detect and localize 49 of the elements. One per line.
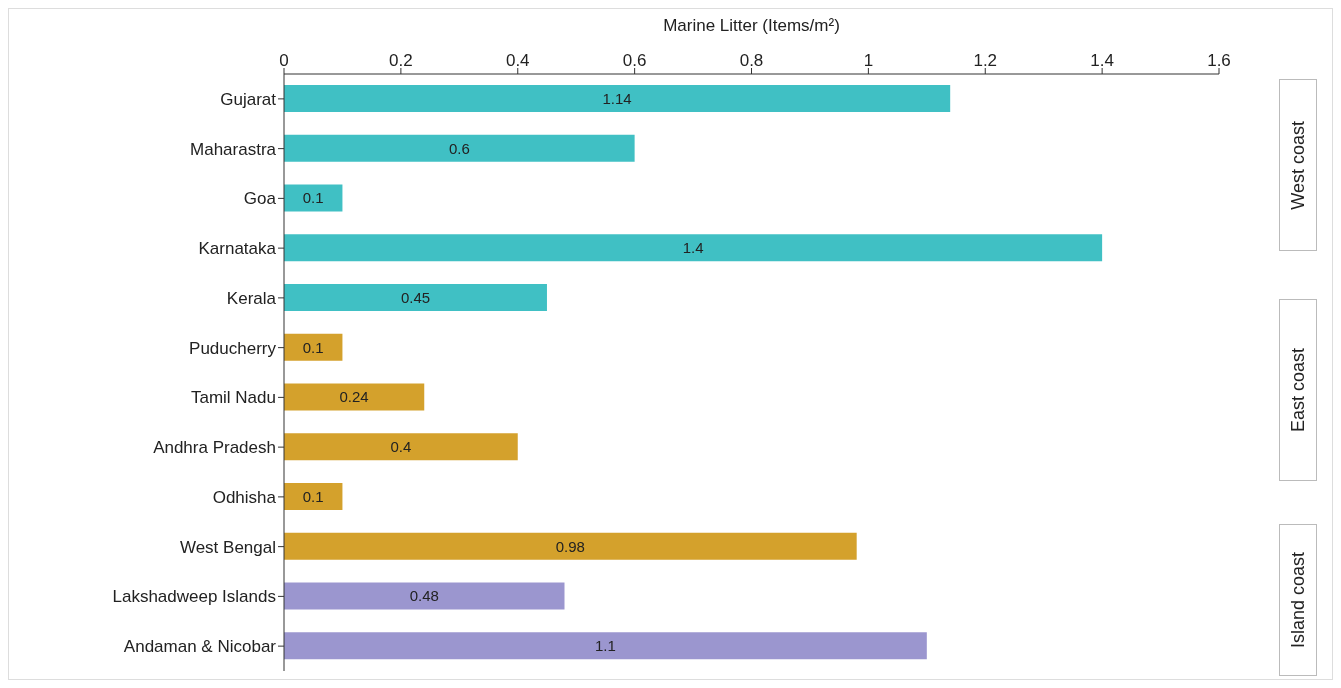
y-tick-label: Goa [243,189,277,209]
y-tick-label: Tamil Nadu [190,388,276,408]
y-tick-label: Gujarat [220,89,277,109]
y-tick-label: Maharastra [190,139,277,159]
bar [284,333,343,361]
bar [284,184,343,212]
bar [284,532,857,560]
x-tick-label: 0 [279,51,289,70]
bar [284,85,951,112]
data-label: 0.98 [555,537,585,555]
bar [284,383,425,411]
data-label: 0.6 [448,139,470,157]
bar [284,483,343,510]
y-tick-label: Andaman & Nicobar [123,637,277,657]
x-tick-label: 0.4 [505,51,530,70]
x-tick-label: 0.2 [389,51,413,70]
x-axis-title: Marine Litter (Items/m²) [663,16,840,36]
x-tick-label: 0.6 [622,51,647,70]
text: East coast [1287,347,1309,433]
text: Island coast [1287,551,1309,649]
data-label: 1.14 [602,89,632,107]
x-tick-label: 1 [863,51,874,70]
data-label: 0.4 [390,438,412,456]
data-label: 0.24 [339,388,369,406]
y-tick-label: Andhra Pradesh [153,438,276,458]
y-tick-label: Puducherry [189,338,277,358]
data-label: 0.1 [302,338,324,356]
data-label: 0.48 [409,587,439,605]
data-label: 1.4 [682,239,704,257]
bar [284,582,565,610]
bar [284,433,518,461]
data-label: 0.45 [400,288,431,306]
y-tick-label: Lakshadweep Islands [112,587,276,607]
bar [284,234,1103,262]
x-tick-label: 0.8 [739,51,764,70]
y-tick-label: Odhisha [212,487,277,507]
x-tick-label: 1.6 [1207,51,1231,70]
data-label: 1.1 [594,637,616,655]
bar [284,632,927,660]
x-tick-label: 1.2 [973,51,998,70]
y-tick-label: Karnataka [198,239,277,259]
data-label: 0.1 [302,487,324,505]
data-label: 0.1 [302,189,324,207]
bar [284,134,635,162]
y-tick-label: Kerala [226,288,277,308]
text: West coast [1287,120,1309,210]
bar [284,284,547,311]
y-tick-label: West Bengal [179,537,276,557]
x-tick-label: 1.4 [1090,51,1114,70]
